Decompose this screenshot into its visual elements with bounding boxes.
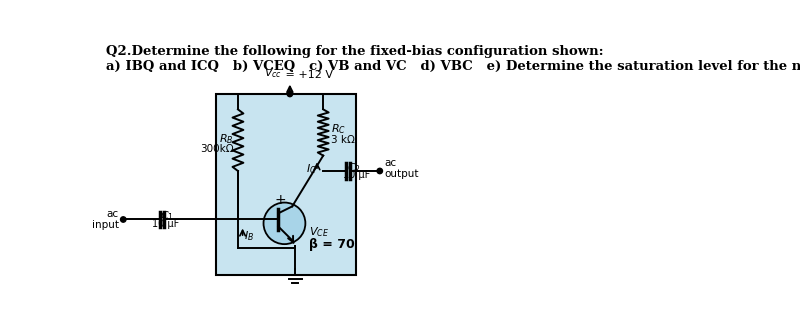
Circle shape [287,91,293,97]
Text: $V_{cc}$: $V_{cc}$ [264,66,282,80]
Text: $R_B$: $R_B$ [218,132,234,146]
Text: 10 μF: 10 μF [343,170,370,180]
Text: 10 μF: 10 μF [152,219,179,229]
Text: $I_B$: $I_B$ [244,229,254,243]
Text: Q2.Determine the following for the fixed-bias configuration shown:: Q2.Determine the following for the fixed… [106,45,604,58]
Circle shape [121,217,126,222]
Text: $C_2$: $C_2$ [347,161,361,175]
Text: $V_{CE}$: $V_{CE}$ [310,226,329,239]
Text: = +12 V: = +12 V [282,70,333,80]
Text: a) IBQ and ICQ   b) VCEQ   c) VB and VC   d) VBC   e) Determine the saturation l: a) IBQ and ICQ b) VCEQ c) VB and VC d) V… [106,60,800,73]
Circle shape [377,168,382,174]
Text: β = 70: β = 70 [310,238,355,252]
Text: +: + [274,193,286,207]
Text: $I_C$: $I_C$ [306,163,317,176]
Text: $R_C$: $R_C$ [331,123,346,136]
Text: ac
input: ac input [91,209,118,230]
Text: ac
output: ac output [385,158,419,179]
Text: 300kΩ: 300kΩ [200,144,234,154]
Text: $C_1$: $C_1$ [160,209,174,223]
Circle shape [263,202,306,244]
Bar [216,94,356,275]
Text: 3 kΩ: 3 kΩ [331,135,355,145]
